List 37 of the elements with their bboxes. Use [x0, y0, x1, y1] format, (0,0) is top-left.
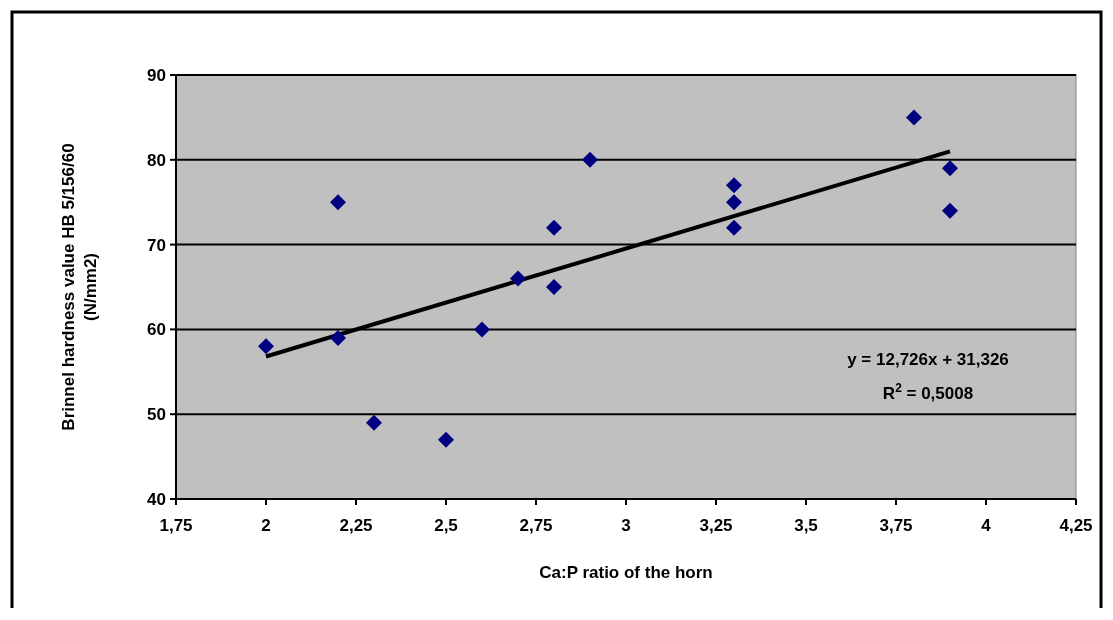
x-tick-label: 3,25 — [699, 516, 733, 535]
point — [366, 414, 382, 431]
point — [330, 329, 346, 346]
point — [582, 151, 598, 168]
point — [726, 177, 742, 194]
point — [330, 194, 346, 211]
y-tick-label: 70 — [147, 235, 166, 255]
x-tick-label: 2 — [261, 516, 271, 535]
x-axis-title: Ca:P ratio of the horn — [539, 563, 713, 582]
point — [726, 219, 742, 236]
y-tick-label: 50 — [147, 405, 166, 425]
x-tick-label: 3,75 — [879, 516, 913, 535]
point — [906, 109, 922, 126]
x-tick-label: 4,25 — [1059, 516, 1093, 535]
x-tick-label: 3,5 — [794, 516, 818, 535]
point — [942, 202, 958, 219]
x-tick-label: 2,25 — [339, 516, 373, 535]
point — [726, 194, 742, 211]
point — [474, 321, 490, 338]
x-tick-label: 4 — [981, 516, 992, 535]
annotation: y = 12,726x + 31,326 — [847, 350, 1009, 369]
x-tick-label: 2,5 — [434, 516, 458, 535]
y-tick-label: 40 — [147, 489, 166, 509]
point — [546, 219, 562, 236]
y-tick-label: 80 — [147, 150, 166, 170]
y-tick-label: 90 — [147, 65, 166, 85]
x-tick-label: 3 — [621, 516, 631, 535]
y-tick-label: 60 — [147, 320, 166, 340]
point — [438, 431, 454, 448]
annotation: R$^{2}$ = 0,5008 — [882, 381, 974, 403]
point — [546, 279, 562, 295]
point — [942, 160, 958, 177]
point — [510, 270, 526, 287]
x-tick-label: 2,75 — [519, 516, 553, 535]
point — [258, 338, 274, 355]
y-axis-title: Brinnel hardness value HB 5/156/60 (N/mm2) — [59, 143, 100, 431]
x-tick-label: 1,75 — [159, 516, 193, 535]
